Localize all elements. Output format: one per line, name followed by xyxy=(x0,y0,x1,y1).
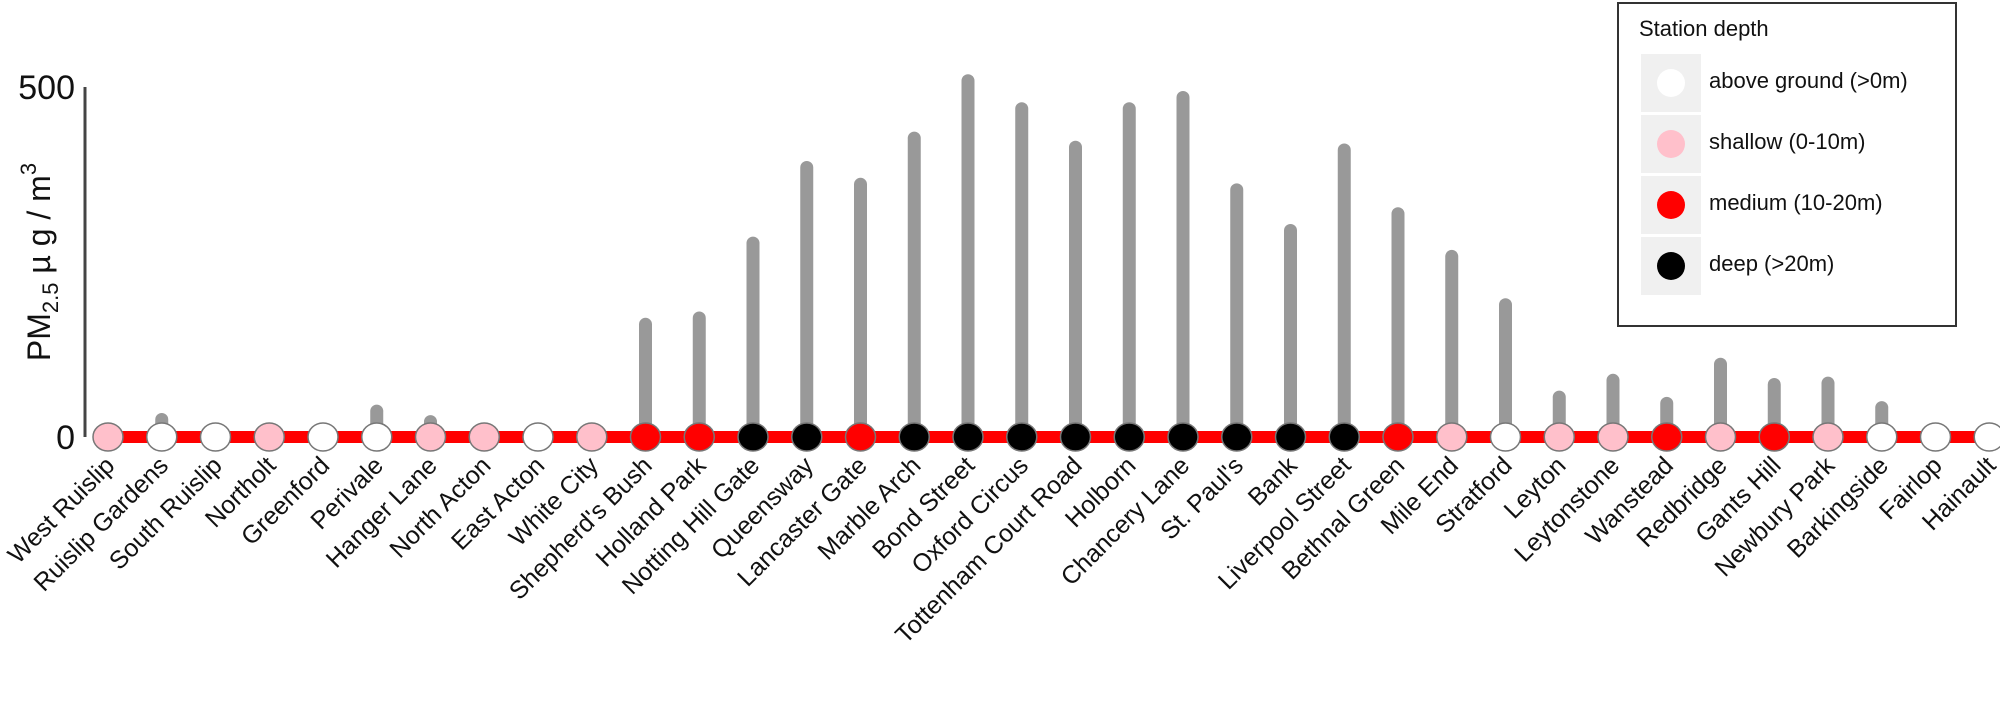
legend-item-shallow: shallow (0-10m) xyxy=(1639,115,1959,173)
station-dot xyxy=(576,422,608,452)
station-dot xyxy=(844,422,877,452)
station-dot xyxy=(1812,422,1844,452)
station-dot xyxy=(1167,422,1199,452)
station-dot xyxy=(737,422,769,452)
station-dot xyxy=(1973,422,2000,452)
station-dot xyxy=(629,422,662,452)
station-dot xyxy=(1059,422,1092,452)
legend-item-medium: medium (10-20m) xyxy=(1639,176,1959,234)
y-tick-0: 0 xyxy=(56,419,75,457)
station-dot xyxy=(307,422,339,452)
station-dots xyxy=(92,422,2000,452)
station-dot xyxy=(522,422,554,452)
y-tick-500: 500 xyxy=(18,69,75,107)
station-dot xyxy=(1382,422,1414,452)
station-dot xyxy=(1328,422,1360,452)
y-axis-label: PM2.5 µ g / m3 xyxy=(16,163,63,361)
station-dot xyxy=(683,422,715,452)
y-axis: 500 0 PM2.5 µ g / m3 xyxy=(16,69,87,457)
station-dot xyxy=(898,422,930,452)
station-dot xyxy=(1651,422,1683,452)
station-dot xyxy=(1704,422,1737,452)
station-dot xyxy=(1006,422,1038,452)
legend-title: Station depth xyxy=(1639,16,1769,41)
station-dot xyxy=(952,422,984,452)
station-dot xyxy=(92,422,124,452)
station-dot xyxy=(468,422,500,452)
legend-item-deep: deep (>20m) xyxy=(1639,237,1959,295)
station-dot xyxy=(1919,422,1952,452)
black-dot-icon xyxy=(1657,252,1685,280)
red-dot-icon xyxy=(1657,191,1685,219)
station-dot xyxy=(1597,422,1629,452)
station-dot xyxy=(1866,422,1898,452)
station-dot xyxy=(1274,422,1307,452)
station-dot xyxy=(1113,422,1145,452)
station-dot xyxy=(414,422,447,452)
station-dot xyxy=(791,422,823,452)
station-dot xyxy=(1436,422,1468,452)
station-dot xyxy=(1758,422,1790,452)
white-dot-icon xyxy=(1657,69,1685,97)
pink-dot-icon xyxy=(1657,130,1685,158)
station-dot xyxy=(199,422,232,452)
station-dot xyxy=(253,422,285,452)
station-dot xyxy=(361,422,393,452)
station-dot xyxy=(1543,422,1575,452)
bars xyxy=(155,74,1889,444)
station-dot xyxy=(146,422,178,452)
station-dot xyxy=(1489,422,1522,452)
station-dot xyxy=(1221,422,1253,452)
legend-item-above: above ground (>0m) xyxy=(1639,54,1959,112)
legend: Station depth above ground (>0m) shallow… xyxy=(1617,2,1957,327)
